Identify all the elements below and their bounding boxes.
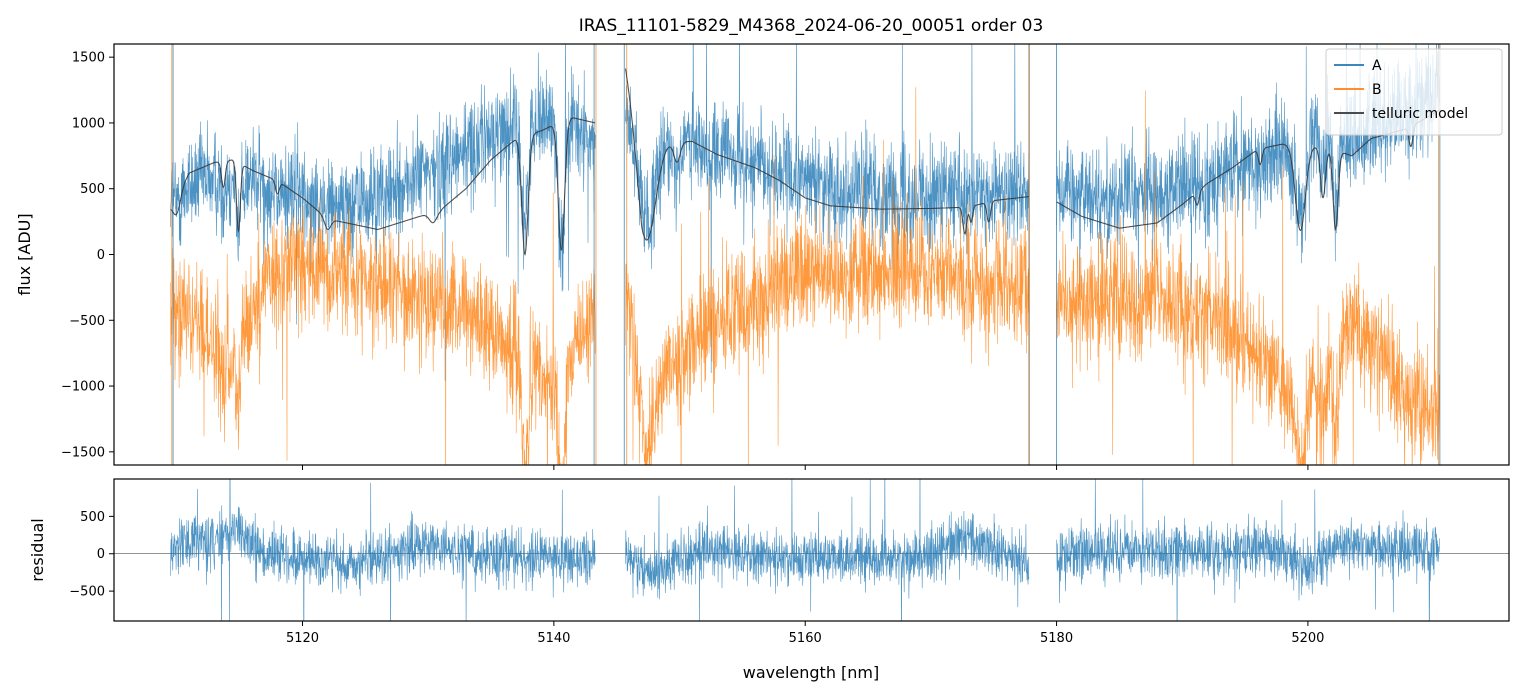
flux-y-axis-label: flux [ADU] [15, 213, 34, 295]
residual-y-ticks: −500 0 500 [69, 510, 114, 600]
x-tick-label: 5200 [1291, 631, 1324, 646]
x-tick-label: 5160 [789, 631, 822, 646]
x-tick-label: 5120 [286, 631, 319, 646]
flux-y-tick-label: −1000 [61, 380, 105, 395]
legend-label: B [1372, 82, 1382, 98]
residual-plot-area [114, 479, 1509, 621]
x-tick-label: 5180 [1040, 631, 1073, 646]
flux-y-tick-label: 1500 [72, 51, 105, 66]
legend-label: telluric model [1372, 106, 1468, 122]
residual-y-tick-label: −500 [69, 585, 105, 600]
flux-y-tick-label: 0 [97, 248, 105, 263]
residual-x-ticks: 5120 5140 5160 5180 5200 [286, 621, 1324, 646]
chart-title: IRAS_11101-5829_M4368_2024-06-20_00051 o… [579, 16, 1044, 36]
flux-y-tick-label: −1500 [61, 445, 105, 460]
residual-y-tick-label: 0 [97, 547, 105, 562]
flux-panel: −1500 −1000 −500 0 500 1000 1500 flux [ADU] AB… [15, 43, 1510, 470]
flux-y-tick-label: 500 [80, 182, 105, 197]
flux-y-ticks: −1500 −1000 −500 0 500 1000 1500 [61, 51, 114, 460]
residual-y-tick-label: 500 [80, 510, 105, 525]
residual-axes-frame [113, 478, 1510, 622]
x-axis-label: wavelength [nm] [743, 663, 880, 682]
legend-label: A [1372, 58, 1382, 74]
telluric-model-line [170, 68, 1440, 256]
residual-line [170, 479, 1441, 621]
flux-x-ticks [302, 465, 1309, 470]
flux-y-tick-label: −500 [69, 314, 105, 329]
x-tick-label: 5140 [537, 631, 570, 646]
residual-panel: 5120 5140 5160 5180 5200 −500 0 500 residual w… [28, 478, 1510, 682]
legend-frame [1325, 48, 1503, 136]
flux-y-tick-label: 1000 [72, 116, 105, 131]
series-b-line [170, 87, 1441, 465]
residual-y-axis-label: residual [28, 518, 47, 581]
flux-plot-area [170, 44, 1441, 465]
